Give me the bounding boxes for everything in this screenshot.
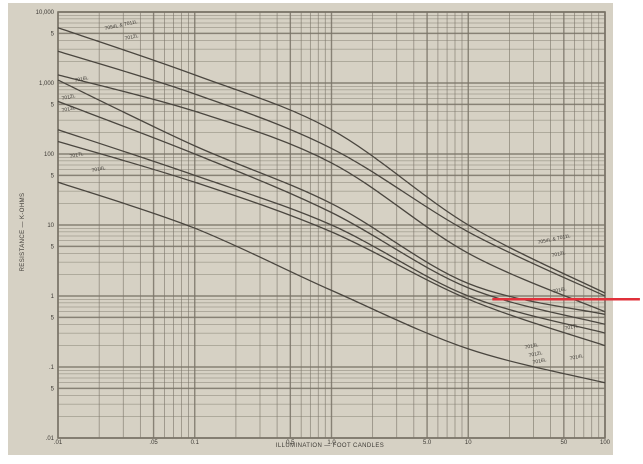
y-tick-label: 5 — [51, 386, 55, 392]
series-label-right: 7016L — [552, 286, 567, 295]
series-line-6 — [57, 129, 606, 334]
series-label-right: 7012L — [528, 350, 543, 359]
x-tick-label: 5.0 — [423, 440, 432, 446]
series-line-4 — [57, 79, 606, 316]
series-line-2 — [57, 50, 606, 297]
x-tick-label: 1.0 — [327, 440, 336, 446]
y-tick-label: 5 — [51, 315, 55, 321]
x-tick-label: 50 — [560, 440, 567, 446]
y-tick-label: 1 — [51, 294, 55, 300]
x-tick-label: 0.5 — [286, 440, 295, 446]
x-tick-label: 10 — [465, 440, 472, 446]
series-line-3 — [57, 74, 606, 313]
series-label-right: 7014L — [569, 353, 584, 362]
series-label-left: 7017L — [69, 151, 84, 160]
series-label-right: 7016L — [532, 357, 547, 366]
y-tick-label: 5 — [51, 102, 55, 108]
series-label-right: 7017L — [564, 323, 579, 332]
x-tick-label: .01 — [54, 440, 63, 446]
series-label-left: 7012L — [61, 93, 76, 102]
series-label-left: 7012L — [124, 33, 139, 42]
series-line-7 — [57, 140, 606, 347]
y-tick-label: 10,000 — [36, 10, 55, 16]
series-line-8 — [57, 181, 606, 384]
series-label-right: 7013L — [524, 342, 539, 351]
series-line-5 — [57, 100, 606, 325]
x-axis-label: ILLUMINATION — FOOT CANDLES — [276, 443, 384, 449]
series-line-1 — [57, 27, 606, 294]
x-tick-label: 0.1 — [191, 440, 200, 446]
y-tick-label: 100 — [44, 152, 55, 158]
x-tick-label: 100 — [600, 440, 611, 446]
y-axis-label: RESISTANCE — K-OHMS — [20, 193, 26, 272]
curves — [57, 27, 606, 384]
series-label-left: 7016L — [74, 75, 89, 84]
y-tick-label: 5 — [51, 244, 55, 250]
y-tick-label: 5 — [51, 31, 55, 37]
series-label-right: 7012L — [551, 250, 566, 259]
series-label-left: 7014L — [91, 165, 106, 174]
series-label-left: 7013L — [61, 105, 76, 114]
x-tick-label: .05 — [149, 440, 158, 446]
y-tick-label: 1,000 — [39, 81, 55, 87]
tick-labels: .01 .05 0.1 0.5 1.0 5.0 10 50 100 10,000 5 1,000 5 10… — [36, 10, 611, 446]
y-tick-label: 5 — [51, 173, 55, 179]
y-tick-label: 10 — [47, 223, 54, 229]
y-tick-label: .1 — [49, 365, 55, 371]
plot-border — [57, 11, 606, 439]
y-tick-label: .01 — [46, 436, 55, 442]
